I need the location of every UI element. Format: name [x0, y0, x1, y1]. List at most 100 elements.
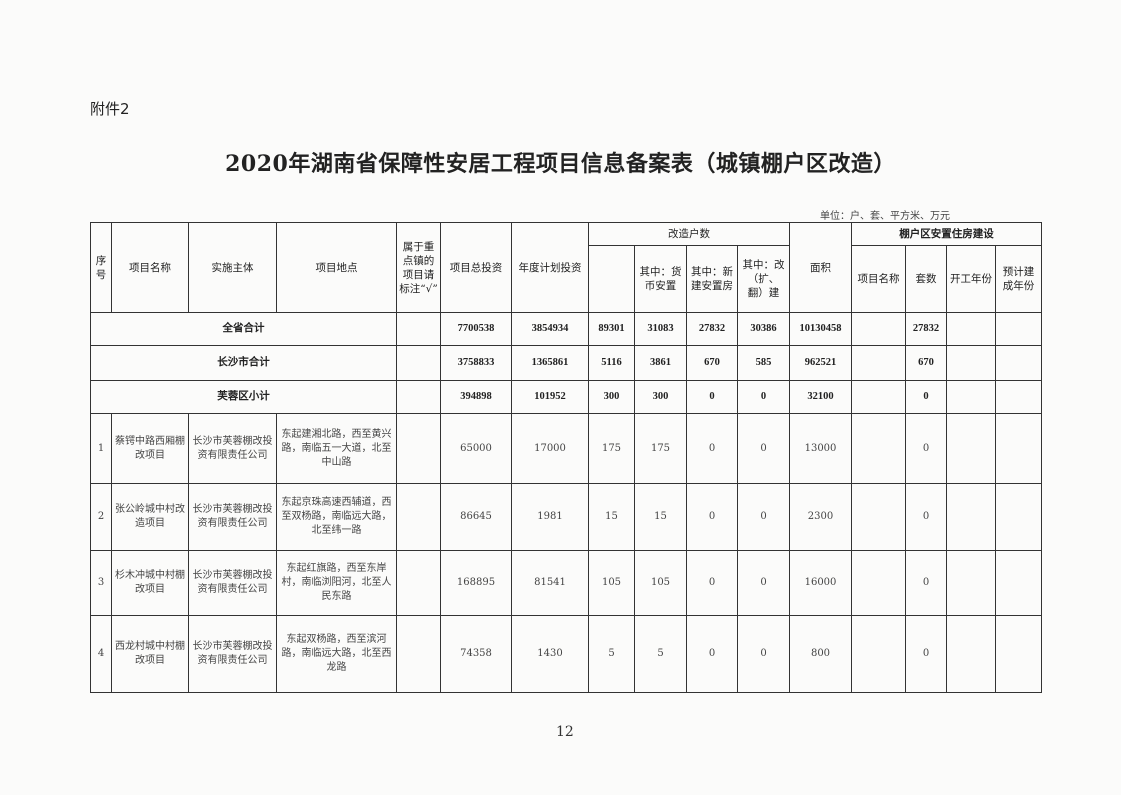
key-town-cell [396, 312, 441, 346]
location-cell: 东起红旗路，西至东岸村，南临浏阳河，北至人民东路 [276, 550, 397, 616]
location-cell: 东起京珠高速西辅道，西至双杨路，南临远大路，北至纬一路 [276, 483, 397, 551]
finish-year-cell [995, 380, 1042, 414]
new-build-cell: 670 [686, 345, 738, 381]
households-cell: 175 [588, 413, 635, 484]
start-year-cell [946, 550, 996, 616]
housing-name-cell [851, 615, 906, 693]
total-cell: 394898 [440, 380, 512, 414]
total-cell: 74358 [440, 615, 512, 693]
table-row: 4 西龙村城中村棚改项目 长沙市芙蓉棚改投资有限责任公司 东起双杨路，西至滨河路，南临… [90, 615, 1042, 693]
header-start-year: 开工年份 [946, 245, 996, 313]
key-town-cell [396, 550, 441, 616]
start-year-cell [946, 312, 996, 346]
renovation-cell: 0 [737, 413, 790, 484]
monetary-cell: 5 [634, 615, 687, 693]
renovation-cell: 30386 [737, 312, 790, 346]
header-monetary: 其中：货币安置 [634, 245, 687, 313]
area-cell: 32100 [789, 380, 852, 414]
renovation-cell: 0 [737, 483, 790, 551]
table-row: 3 杉木冲城中村棚改项目 长沙市芙蓉棚改投资有限责任公司 东起红旗路，西至东岸村，南临… [90, 550, 1042, 616]
new-build-cell: 27832 [686, 312, 738, 346]
summary-row: 全省合计 7700538 3854934 89301 31083 27832 30386 10… [90, 312, 1042, 346]
units-cell: 670 [905, 345, 947, 381]
annual-cell: 3854934 [511, 312, 589, 346]
header-households-group: 改造户数 [588, 222, 790, 246]
header-annual-investment: 年度计划投资 [511, 222, 589, 313]
renovation-cell: 585 [737, 345, 790, 381]
units-cell: 0 [905, 483, 947, 551]
key-town-cell [396, 615, 441, 693]
area-cell: 16000 [789, 550, 852, 616]
renovation-cell: 0 [737, 615, 790, 693]
total-cell: 7700538 [440, 312, 512, 346]
total-cell: 86645 [440, 483, 512, 551]
households-cell: 105 [588, 550, 635, 616]
page-number: 12 [556, 724, 574, 740]
finish-year-cell [995, 615, 1042, 693]
implementer-cell: 长沙市芙蓉棚改投资有限责任公司 [188, 413, 277, 484]
area-cell: 2300 [789, 483, 852, 551]
new-build-cell: 0 [686, 413, 738, 484]
document-title: 2020年湖南省保障性安居工程项目信息备案表（城镇棚户区改造） [225, 151, 896, 177]
implementer-cell: 长沙市芙蓉棚改投资有限责任公司 [188, 615, 277, 693]
monetary-cell: 175 [634, 413, 687, 484]
units-cell: 0 [905, 615, 947, 693]
area-cell: 800 [789, 615, 852, 693]
monetary-cell: 3861 [634, 345, 687, 381]
housing-name-cell [851, 550, 906, 616]
finish-year-cell [995, 413, 1042, 484]
seq-cell: 4 [90, 615, 112, 693]
summary-label: 芙蓉区小计 [90, 380, 397, 414]
key-town-cell [396, 345, 441, 381]
header-project-name: 项目名称 [111, 222, 189, 313]
summary-label: 长沙市合计 [90, 345, 397, 381]
unit-note: 单位：户、套、平方米、万元 [820, 211, 950, 222]
area-cell: 10130458 [789, 312, 852, 346]
finish-year-cell [995, 483, 1042, 551]
table-row: 2 张公岭城中村改造项目 长沙市芙蓉棚改投资有限责任公司 东起京珠高速西辅道，西至双杨… [90, 483, 1042, 551]
header-housing-units: 套数 [905, 245, 947, 313]
housing-name-cell [851, 483, 906, 551]
start-year-cell [946, 483, 996, 551]
key-town-cell [396, 380, 441, 414]
start-year-cell [946, 380, 996, 414]
key-town-cell [396, 413, 441, 484]
new-build-cell: 0 [686, 380, 738, 414]
start-year-cell [946, 615, 996, 693]
households-cell: 89301 [588, 312, 635, 346]
key-town-cell [396, 483, 441, 551]
finish-year-cell [995, 312, 1042, 346]
finish-year-cell [995, 345, 1042, 381]
header-households-total [588, 245, 635, 313]
header-location: 项目地点 [276, 222, 397, 313]
name-cell: 杉木冲城中村棚改项目 [111, 550, 189, 616]
units-cell: 0 [905, 550, 947, 616]
header-finish-year: 预计建成年份 [995, 245, 1042, 313]
implementer-cell: 长沙市芙蓉棚改投资有限责任公司 [188, 483, 277, 551]
new-build-cell: 0 [686, 483, 738, 551]
housing-name-cell [851, 413, 906, 484]
name-cell: 蔡锷中路西厢棚改项目 [111, 413, 189, 484]
name-cell: 西龙村城中村棚改项目 [111, 615, 189, 693]
header-housing-name: 项目名称 [851, 245, 906, 313]
new-build-cell: 0 [686, 615, 738, 693]
annual-cell: 17000 [511, 413, 589, 484]
area-cell: 13000 [789, 413, 852, 484]
start-year-cell [946, 413, 996, 484]
households-cell: 5116 [588, 345, 635, 381]
monetary-cell: 15 [634, 483, 687, 551]
households-cell: 5 [588, 615, 635, 693]
seq-cell: 2 [90, 483, 112, 551]
housing-name-cell [851, 312, 906, 346]
location-cell: 东起双杨路，西至滨河路，南临远大路，北至西龙路 [276, 615, 397, 693]
housing-name-cell [851, 380, 906, 414]
attachment-label: 附件2 [90, 100, 130, 118]
header-seq: 序号 [90, 222, 112, 313]
summary-row: 芙蓉区小计 394898 101952 300 300 0 0 32100 0 [90, 380, 1042, 414]
header-implementer: 实施主体 [188, 222, 277, 313]
implementer-cell: 长沙市芙蓉棚改投资有限责任公司 [188, 550, 277, 616]
households-cell: 15 [588, 483, 635, 551]
annual-cell: 81541 [511, 550, 589, 616]
total-cell: 65000 [440, 413, 512, 484]
monetary-cell: 300 [634, 380, 687, 414]
